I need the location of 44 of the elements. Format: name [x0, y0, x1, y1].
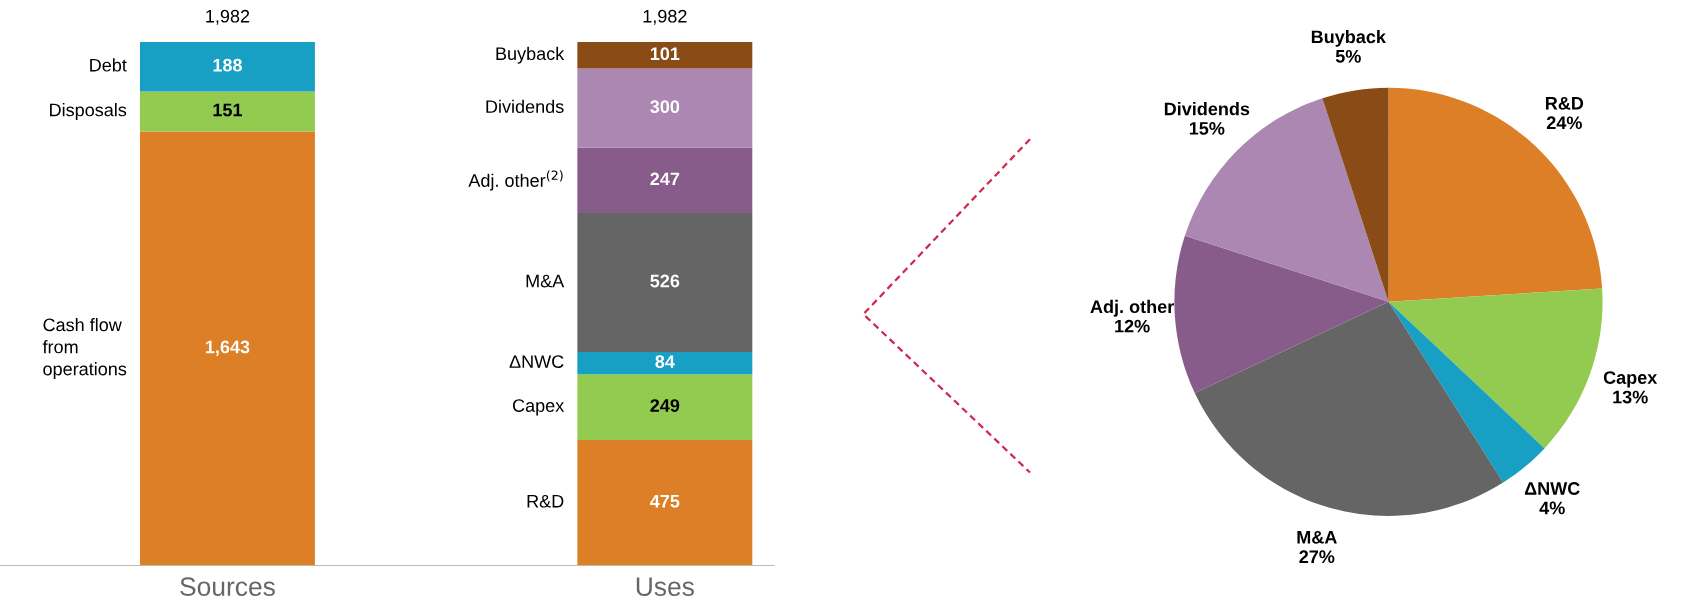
slice-label: M&A — [1297, 530, 1337, 544]
data-label: 526 — [650, 274, 680, 288]
data-label: 13% — [1613, 390, 1648, 404]
pie-slice — [1388, 288, 1603, 449]
data-label: 247 — [650, 172, 680, 186]
series-label: Disposals — [50, 103, 127, 120]
data-label: 151 — [213, 103, 242, 117]
series-label: M&A — [526, 274, 565, 288]
slice-label: ΔNWC — [1524, 482, 1580, 495]
slice-label: Buyback — [1311, 29, 1386, 47]
slice-label: R&D — [1545, 97, 1584, 110]
pie-slice — [1388, 87, 1603, 302]
data-label: 249 — [650, 399, 680, 412]
data-label: 300 — [650, 100, 680, 114]
data-label: 5% — [1335, 49, 1361, 63]
data-label: 101 — [650, 47, 680, 61]
data-label: 27% — [1299, 550, 1335, 564]
data-label: 475 — [650, 494, 680, 508]
pie-slice — [1322, 87, 1389, 302]
x-tick-label: Uses — [636, 577, 694, 596]
slice-label: Adj. other — [1090, 299, 1174, 317]
slice-label: Dividends — [1164, 102, 1250, 116]
total-label: 1,982 — [643, 9, 687, 25]
data-label: 84 — [655, 355, 675, 368]
pie-slice — [1174, 235, 1389, 393]
pie-slice — [1388, 301, 1545, 483]
data-label: 1,643 — [205, 340, 250, 356]
series-label: Cash flow from operations — [42, 317, 127, 379]
data-label: 24% — [1546, 116, 1582, 130]
series-label: Capex — [512, 399, 565, 416]
data-label: 12% — [1115, 319, 1150, 333]
data-label: 15% — [1189, 122, 1225, 135]
series-label: Buyback — [496, 46, 565, 64]
pie-slice — [1194, 301, 1504, 516]
series-label: ΔNWC — [509, 355, 564, 368]
x-tick-label: Sources — [180, 577, 275, 596]
series-label: Dividends — [486, 99, 564, 114]
data-label: 188 — [213, 58, 242, 72]
series-label: Debt — [90, 58, 127, 72]
series-label: Adj. other$^{(2)}$ — [468, 170, 563, 191]
slice-label: Capex — [1603, 371, 1658, 388]
series-label: R&D — [527, 494, 564, 508]
total-label: 1,982 — [206, 9, 250, 25]
data-label: 4% — [1539, 501, 1565, 515]
